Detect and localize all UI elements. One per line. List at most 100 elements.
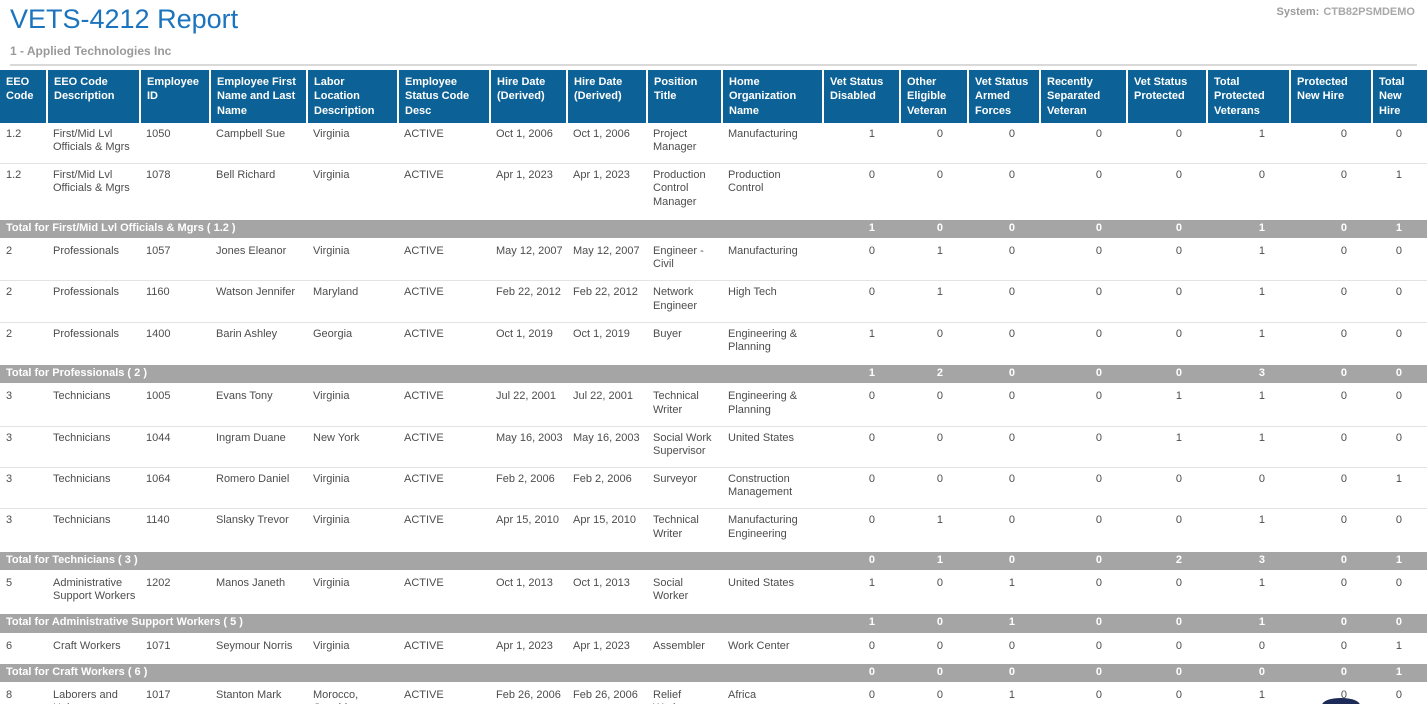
cell-vet-count-6: 0 [1290, 239, 1372, 282]
cell-vet-count-7: 0 [1372, 122, 1427, 165]
cell-eeo-description: Technicians [47, 508, 140, 552]
cell-employee-name: Stanton Mark [210, 682, 307, 704]
cell-vet-count-6: 0 [1290, 633, 1372, 664]
employee-row: 6 Craft Workers 1071 Seymour Norris Virginia… [0, 633, 1427, 664]
cell-employee-name: Jones Eleanor [210, 239, 307, 282]
cell-vet-count-2: 0 [968, 633, 1040, 664]
cell-eeo-description: Professionals [47, 239, 140, 282]
cell-vet-count-1: 0 [900, 682, 968, 704]
cell-hire-date-2: Apr 15, 2010 [567, 508, 647, 552]
cell-vet-count-5: 0 [1207, 633, 1290, 664]
cell-vet-count-7: 0 [1372, 571, 1427, 614]
cell-vet-count-6: 0 [1290, 467, 1372, 510]
cell-eeo-description: Laborers and Helpers [47, 682, 140, 704]
section-total-row-value-6: 0 [1290, 612, 1372, 635]
cell-vet-count-5: 0 [1207, 163, 1290, 220]
column-header-13: Recently Separated Veteran [1040, 70, 1128, 123]
section-total-row-label: Total for First/Mid Lvl Officials & Mgrs… [0, 217, 823, 241]
cell-employee-id: 1160 [140, 280, 210, 323]
column-header-5: Employee Status Code Desc [398, 70, 491, 123]
cell-eeo-code: 1.2 [0, 163, 47, 220]
cell-home-organization: Manufacturing Engineering [722, 508, 823, 552]
section-total-row-value-1: 0 [900, 217, 968, 241]
cell-hire-date-1: Apr 1, 2023 [490, 633, 567, 664]
section-total-row-label: Total for Administrative Support Workers… [0, 612, 823, 635]
column-header-4: Labor Location Description [307, 70, 399, 123]
cell-vet-count-0: 1 [823, 322, 900, 365]
cell-eeo-code: 3 [0, 508, 47, 552]
cell-vet-count-1: 0 [900, 467, 968, 510]
cell-vet-count-6: 0 [1290, 508, 1372, 552]
cell-vet-count-3: 0 [1040, 239, 1127, 282]
cell-employee-status: ACTIVE [398, 163, 490, 220]
cell-eeo-code: 8 [0, 682, 47, 704]
cell-vet-count-2: 0 [968, 239, 1040, 282]
cell-hire-date-2: Oct 1, 2013 [567, 571, 647, 614]
section-total-row-value-2: 1 [968, 612, 1040, 635]
section-total-row-value-7: 1 [1372, 661, 1427, 684]
cell-employee-status: ACTIVE [398, 122, 490, 165]
cell-position-title: Technical Writer [647, 508, 722, 552]
cell-vet-count-3: 0 [1040, 280, 1127, 323]
cell-employee-id: 1017 [140, 682, 210, 704]
cell-employee-status: ACTIVE [398, 322, 490, 365]
cell-eeo-code: 6 [0, 633, 47, 664]
vets-report-table: EEO Code EEO Code Description Employee ID E… [0, 70, 1427, 704]
cell-eeo-code: 3 [0, 426, 47, 469]
cell-hire-date-1: Jul 22, 2001 [490, 384, 567, 427]
column-header-8: Position Title [647, 70, 723, 123]
cell-hire-date-1: May 16, 2003 [490, 426, 567, 469]
cell-employee-status: ACTIVE [398, 239, 490, 282]
section-total-row-value-0: 0 [823, 661, 900, 684]
cell-vet-count-4: 0 [1127, 239, 1207, 282]
cell-home-organization: Manufacturing [722, 122, 823, 165]
employee-row: 2 Professionals 1160 Watson Jennifer Marylan… [0, 280, 1427, 323]
cell-vet-count-2: 0 [968, 384, 1040, 427]
section-total-row-value-3: 0 [1040, 612, 1127, 635]
cell-employee-id: 1064 [140, 467, 210, 510]
cell-home-organization: United States [722, 571, 823, 614]
cell-vet-count-0: 0 [823, 163, 900, 220]
cell-home-organization: Manufacturing [722, 239, 823, 282]
cell-vet-count-0: 1 [823, 571, 900, 614]
section-total-row-label: Total for Professionals ( 2 ) [0, 363, 823, 386]
table-body: 1.2 First/Mid Lvl Officials & Mgrs 1050 Cam… [0, 122, 1427, 704]
cell-vet-count-7: 0 [1372, 280, 1427, 323]
section-total-row-value-3: 0 [1040, 217, 1127, 241]
cell-employee-name: Campbell Sue [210, 122, 307, 165]
cell-hire-date-2: Apr 1, 2023 [567, 163, 647, 220]
cell-vet-count-2: 1 [968, 682, 1040, 704]
cell-vet-count-4: 0 [1127, 633, 1207, 664]
section-total-row-value-0: 1 [823, 612, 900, 635]
cell-eeo-code: 3 [0, 384, 47, 427]
cell-eeo-code: 2 [0, 322, 47, 365]
cell-vet-count-5: 1 [1207, 508, 1290, 552]
section-total-row-value-5: 1 [1207, 612, 1290, 635]
cell-vet-count-7: 0 [1372, 682, 1427, 704]
cell-eeo-description: Technicians [47, 426, 140, 469]
cell-employee-name: Slansky Trevor [210, 508, 307, 552]
cell-vet-count-4: 0 [1127, 280, 1207, 323]
cell-vet-count-0: 0 [823, 280, 900, 323]
cell-vet-count-7: 0 [1372, 426, 1427, 469]
section-total-row: Total for Technicians ( 3 ) 0 1 0 0 2 3 0 1 [0, 549, 1427, 573]
system-info: System: CTB82PSMDEMO [1277, 6, 1415, 18]
cell-vet-count-2: 0 [968, 426, 1040, 469]
cell-vet-count-5: 1 [1207, 122, 1290, 165]
cell-vet-count-0: 0 [823, 384, 900, 427]
cell-employee-id: 1140 [140, 508, 210, 552]
cell-employee-name: Evans Tony [210, 384, 307, 427]
cell-position-title: Assembler [647, 633, 722, 664]
cell-hire-date-1: Feb 26, 2006 [490, 682, 567, 704]
column-header-10: Vet Status Disabled [823, 70, 901, 123]
cell-vet-count-5: 1 [1207, 384, 1290, 427]
cell-vet-count-1: 1 [900, 280, 968, 323]
cell-home-organization: Africa [722, 682, 823, 704]
cell-vet-count-2: 0 [968, 322, 1040, 365]
section-total-row-value-2: 0 [968, 363, 1040, 386]
cell-vet-count-2: 0 [968, 122, 1040, 165]
employee-row: 2 Professionals 1057 Jones Eleanor Virginia A… [0, 239, 1427, 282]
cell-eeo-code: 3 [0, 467, 47, 510]
cell-hire-date-1: Oct 1, 2006 [490, 122, 567, 165]
